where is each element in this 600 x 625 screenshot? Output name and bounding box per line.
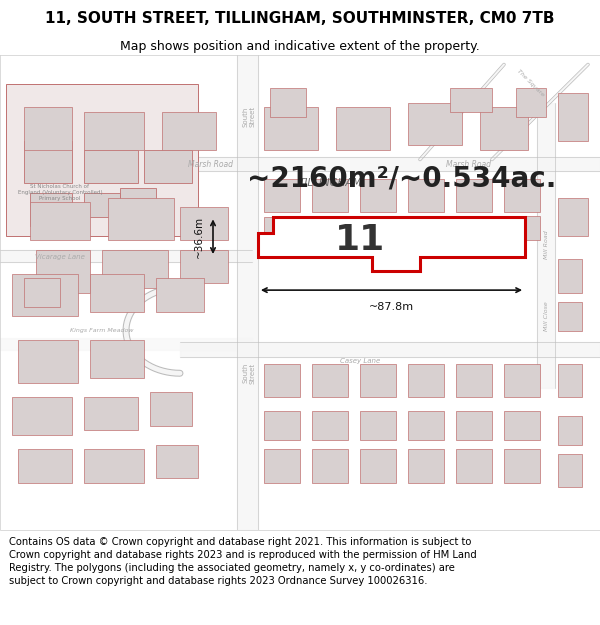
Bar bbox=[456, 411, 492, 440]
Bar bbox=[30, 192, 72, 226]
Bar bbox=[558, 198, 588, 236]
Bar bbox=[456, 449, 492, 482]
Bar bbox=[360, 179, 396, 212]
Bar bbox=[504, 449, 540, 482]
Text: 11, SOUTH STREET, TILLINGHAM, SOUTHMINSTER, CM0 7TB: 11, SOUTH STREET, TILLINGHAM, SOUTHMINST… bbox=[45, 11, 555, 26]
Bar bbox=[36, 250, 90, 292]
Text: ~87.8m: ~87.8m bbox=[369, 302, 414, 312]
Text: The Square: The Square bbox=[517, 69, 545, 98]
Bar bbox=[558, 416, 582, 444]
Bar bbox=[510, 216, 540, 240]
Bar bbox=[408, 449, 444, 482]
Bar bbox=[84, 397, 138, 430]
Bar bbox=[264, 411, 300, 440]
Text: St Nicholas Church of
England (Voluntary Controlled)
Primary School: St Nicholas Church of England (Voluntary… bbox=[17, 184, 103, 201]
Bar bbox=[18, 449, 72, 482]
Text: Mill Road: Mill Road bbox=[544, 231, 548, 259]
Bar bbox=[480, 107, 528, 150]
Bar bbox=[156, 444, 198, 478]
Bar bbox=[84, 112, 144, 150]
Bar bbox=[408, 364, 444, 397]
Bar bbox=[264, 107, 318, 150]
Bar bbox=[12, 397, 72, 435]
Bar bbox=[456, 179, 492, 212]
Bar bbox=[84, 192, 120, 216]
Bar bbox=[408, 216, 450, 245]
Text: Marsh Road: Marsh Road bbox=[187, 160, 233, 169]
Bar bbox=[264, 449, 300, 482]
Bar bbox=[360, 411, 396, 440]
Bar bbox=[180, 207, 228, 240]
Bar bbox=[408, 102, 462, 145]
Bar bbox=[120, 188, 156, 216]
Bar bbox=[6, 84, 198, 236]
Bar bbox=[150, 392, 192, 426]
Bar bbox=[264, 364, 300, 397]
Bar bbox=[504, 411, 540, 440]
Bar bbox=[558, 302, 582, 331]
Bar bbox=[336, 107, 390, 150]
Bar bbox=[408, 411, 444, 440]
Bar bbox=[558, 364, 582, 397]
Bar bbox=[456, 364, 492, 397]
Text: Casey Lane: Casey Lane bbox=[340, 358, 380, 364]
Bar bbox=[108, 198, 174, 240]
Text: Kings Farm Meadow: Kings Farm Meadow bbox=[70, 328, 134, 333]
Bar bbox=[408, 179, 444, 212]
Bar bbox=[180, 250, 228, 283]
Bar bbox=[102, 250, 168, 288]
Bar bbox=[558, 259, 582, 292]
Text: Map shows position and indicative extent of the property.: Map shows position and indicative extent… bbox=[120, 39, 480, 52]
Bar bbox=[90, 340, 144, 378]
Text: Contains OS data © Crown copyright and database right 2021. This information is : Contains OS data © Crown copyright and d… bbox=[9, 537, 477, 586]
Bar bbox=[312, 179, 348, 212]
Bar bbox=[360, 364, 396, 397]
Text: Marsh Road: Marsh Road bbox=[445, 160, 491, 169]
Bar bbox=[450, 88, 492, 112]
Bar bbox=[504, 364, 540, 397]
Bar bbox=[90, 274, 144, 311]
Bar bbox=[162, 112, 216, 150]
Bar bbox=[30, 202, 90, 240]
Text: 11: 11 bbox=[335, 223, 385, 258]
Polygon shape bbox=[258, 216, 525, 271]
Bar bbox=[516, 88, 546, 117]
Text: Vicarage Lane: Vicarage Lane bbox=[35, 254, 85, 261]
Text: ~36.6m: ~36.6m bbox=[194, 216, 204, 258]
Bar bbox=[156, 278, 204, 311]
Bar bbox=[312, 216, 342, 245]
Bar bbox=[504, 179, 540, 212]
Text: ~2160m²/~0.534ac.: ~2160m²/~0.534ac. bbox=[247, 164, 557, 192]
Bar bbox=[360, 449, 396, 482]
Bar bbox=[84, 150, 138, 183]
Bar bbox=[312, 364, 348, 397]
Bar bbox=[312, 411, 348, 440]
Bar bbox=[24, 107, 72, 150]
Bar bbox=[12, 274, 78, 316]
Bar bbox=[558, 454, 582, 488]
Bar bbox=[312, 449, 348, 482]
Bar bbox=[24, 278, 60, 307]
Bar bbox=[558, 93, 588, 141]
Bar bbox=[84, 449, 144, 482]
Bar bbox=[462, 216, 504, 245]
Bar bbox=[264, 179, 300, 212]
Bar bbox=[270, 88, 306, 117]
Bar bbox=[264, 216, 300, 245]
Bar bbox=[18, 340, 78, 382]
Text: South
Street: South Street bbox=[242, 106, 256, 128]
Bar bbox=[360, 216, 396, 240]
Text: Mill Close: Mill Close bbox=[544, 301, 548, 331]
Bar bbox=[24, 141, 72, 183]
Text: TILLINGHAM: TILLINGHAM bbox=[298, 178, 362, 188]
Bar bbox=[144, 150, 192, 183]
Text: South
Street: South Street bbox=[242, 362, 256, 384]
